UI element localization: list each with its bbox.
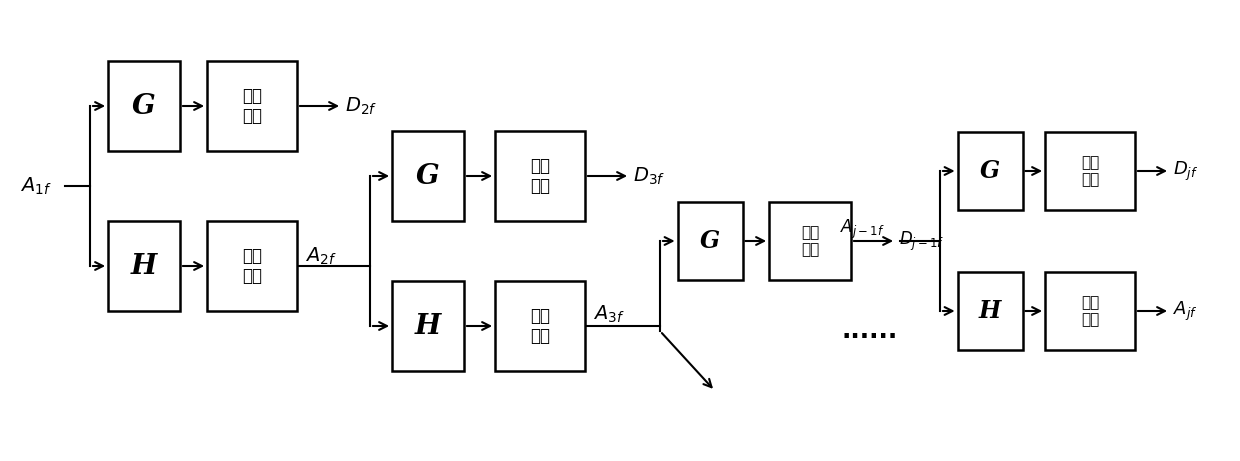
Bar xyxy=(392,281,464,371)
Bar xyxy=(769,202,851,280)
Text: ......: ...... xyxy=(842,319,898,343)
Bar xyxy=(392,131,464,221)
Bar xyxy=(1045,132,1135,210)
Text: H: H xyxy=(131,253,157,279)
Bar xyxy=(207,221,298,311)
Text: G: G xyxy=(133,93,156,119)
Bar xyxy=(495,281,585,371)
Text: 隔点
采样: 隔点 采样 xyxy=(1081,155,1099,187)
Bar xyxy=(207,61,298,151)
Text: $A_{jf}$: $A_{jf}$ xyxy=(1173,299,1198,323)
Text: H: H xyxy=(978,299,1001,323)
Bar xyxy=(677,202,743,280)
Text: 隔点
采样: 隔点 采样 xyxy=(242,87,262,125)
Bar xyxy=(108,61,180,151)
Text: 隔点
采样: 隔点 采样 xyxy=(529,157,551,195)
Text: G: G xyxy=(980,159,1001,183)
Text: $D_{j-1f}$: $D_{j-1f}$ xyxy=(899,230,945,253)
Text: $D_{jf}$: $D_{jf}$ xyxy=(1173,160,1198,183)
Text: $D_{3f}$: $D_{3f}$ xyxy=(632,165,665,187)
Bar xyxy=(1045,272,1135,350)
Bar xyxy=(495,131,585,221)
Text: $A_{2f}$: $A_{2f}$ xyxy=(305,245,336,266)
Text: $D_{2f}$: $D_{2f}$ xyxy=(345,95,377,117)
Bar xyxy=(108,221,180,311)
Bar xyxy=(957,132,1023,210)
Text: H: H xyxy=(415,313,441,339)
Text: G: G xyxy=(417,162,440,189)
Text: $A_{j-1f}$: $A_{j-1f}$ xyxy=(839,218,885,241)
Text: $A_{3f}$: $A_{3f}$ xyxy=(593,303,625,325)
Bar xyxy=(957,272,1023,350)
Text: G: G xyxy=(699,229,720,253)
Text: 隔点
采样: 隔点 采样 xyxy=(801,225,820,257)
Text: 隔点
采样: 隔点 采样 xyxy=(1081,295,1099,327)
Text: 隔点
采样: 隔点 采样 xyxy=(242,247,262,285)
Text: 隔点
采样: 隔点 采样 xyxy=(529,307,551,345)
Text: $A_{1f}$: $A_{1f}$ xyxy=(20,175,52,197)
